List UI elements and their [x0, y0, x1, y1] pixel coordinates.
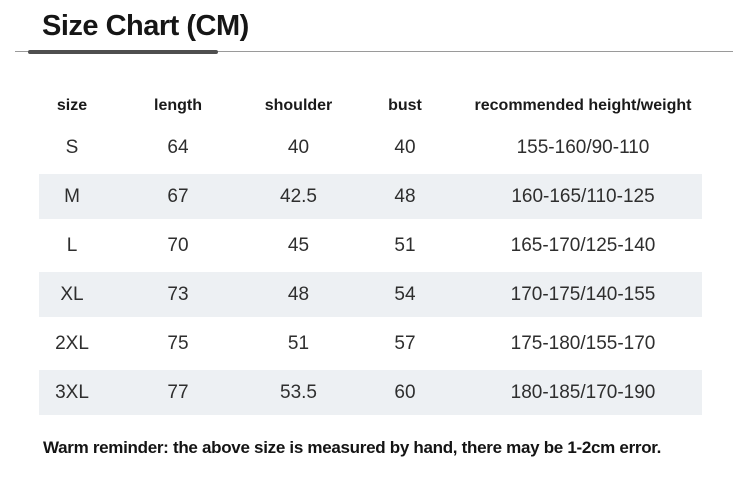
cell-height-weight: 175-180/155-170	[510, 332, 656, 354]
cell-shoulder: 40	[287, 136, 310, 158]
table-row-m: M 67 42.5 48 160-165/110-125	[39, 170, 702, 223]
cell-height-weight: 180-185/170-190	[464, 366, 702, 419]
cell-size: M	[39, 170, 105, 223]
column-header-recommended: recommended height/weight	[474, 96, 692, 114]
column-header-size: size	[56, 96, 88, 114]
cell-bust: 54	[346, 268, 464, 321]
cell-size: S	[65, 136, 79, 158]
table-row-s: S 64 40 40 155-160/90-110	[39, 125, 702, 172]
cell-bust: 57	[394, 332, 416, 354]
column-header-length: length	[154, 96, 202, 114]
page-title: Size Chart (CM)	[42, 10, 249, 42]
cell-length: 77	[105, 366, 251, 419]
cell-length: 67	[105, 170, 251, 223]
table-row-3xl: 3XL 77 53.5 60 180-185/170-190	[39, 366, 702, 419]
cell-bust: 48	[346, 170, 464, 223]
size-table: size length shoulder bust recommended he…	[39, 86, 702, 419]
cell-height-weight: 155-160/90-110	[516, 136, 650, 158]
cell-size: XL	[39, 268, 105, 321]
cell-size: L	[66, 234, 78, 256]
cell-length: 73	[105, 268, 251, 321]
column-header-bust: bust	[388, 96, 422, 114]
cell-shoulder: 42.5	[251, 170, 346, 223]
cell-size: 2XL	[55, 332, 89, 354]
cell-length: 70	[167, 234, 189, 256]
cell-shoulder: 48	[251, 268, 346, 321]
reminder-note: Warm reminder: the above size is measure…	[43, 438, 662, 457]
cell-height-weight: 170-175/140-155	[464, 268, 702, 321]
cell-bust: 60	[346, 366, 464, 419]
cell-height-weight: 160-165/110-125	[464, 170, 702, 223]
title-underline	[15, 49, 733, 54]
table-row-xl: XL 73 48 54 170-175/140-155	[39, 268, 702, 321]
cell-length: 75	[167, 332, 189, 354]
cell-length: 64	[167, 136, 189, 158]
cell-shoulder: 51	[287, 332, 310, 354]
column-header-shoulder: shoulder	[264, 96, 333, 114]
cell-shoulder: 53.5	[251, 366, 346, 419]
table-header-row: size length shoulder bust recommended he…	[39, 86, 702, 125]
cell-size: 3XL	[39, 366, 105, 419]
cell-height-weight: 165-170/125-140	[510, 234, 656, 256]
title-underline-accent	[28, 49, 218, 54]
cell-bust: 40	[394, 136, 416, 158]
table-row-l: L 70 45 51 165-170/125-140	[39, 221, 702, 270]
cell-bust: 51	[394, 234, 416, 256]
cell-shoulder: 45	[287, 234, 310, 256]
table-row-2xl: 2XL 75 51 57 175-180/155-170	[39, 319, 702, 368]
